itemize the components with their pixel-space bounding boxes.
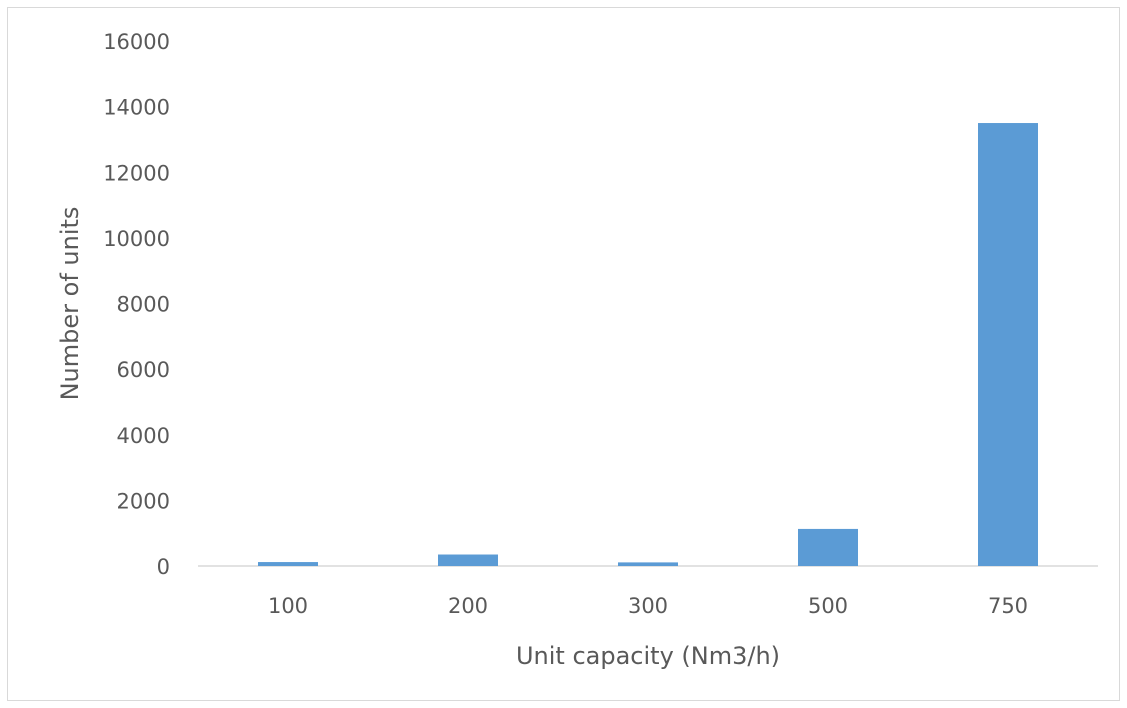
bar-500	[798, 528, 858, 566]
x-tick-label: 100	[268, 594, 308, 618]
x-tick-label: 500	[808, 594, 848, 618]
y-axis-ticks: 0 2000 4000 6000 8000 10000 12000 14000 16000	[103, 30, 170, 579]
bar-750	[978, 123, 1038, 566]
y-tick-label: 4000	[117, 424, 170, 448]
chart-frame	[7, 7, 1120, 701]
y-tick-label: 6000	[117, 358, 170, 382]
x-axis-title: Unit capacity (Nm3/h)	[516, 642, 780, 670]
y-tick-label: 12000	[103, 161, 170, 185]
y-tick-label: 2000	[117, 489, 170, 513]
x-tick-label: 300	[628, 594, 668, 618]
y-tick-label: 8000	[117, 293, 170, 317]
y-tick-label: 16000	[103, 30, 170, 54]
bars	[258, 123, 1038, 566]
x-tick-label: 750	[988, 594, 1028, 618]
y-axis-title: Number of units	[56, 207, 84, 401]
bar-300	[618, 562, 678, 566]
y-tick-label: 0	[157, 555, 170, 579]
y-tick-label: 14000	[103, 96, 170, 120]
bar-100	[258, 562, 318, 566]
bar-200	[438, 554, 498, 566]
y-tick-label: 10000	[103, 227, 170, 251]
x-tick-label: 200	[448, 594, 488, 618]
x-axis-ticks: 100 200 300 500 750	[268, 594, 1028, 618]
